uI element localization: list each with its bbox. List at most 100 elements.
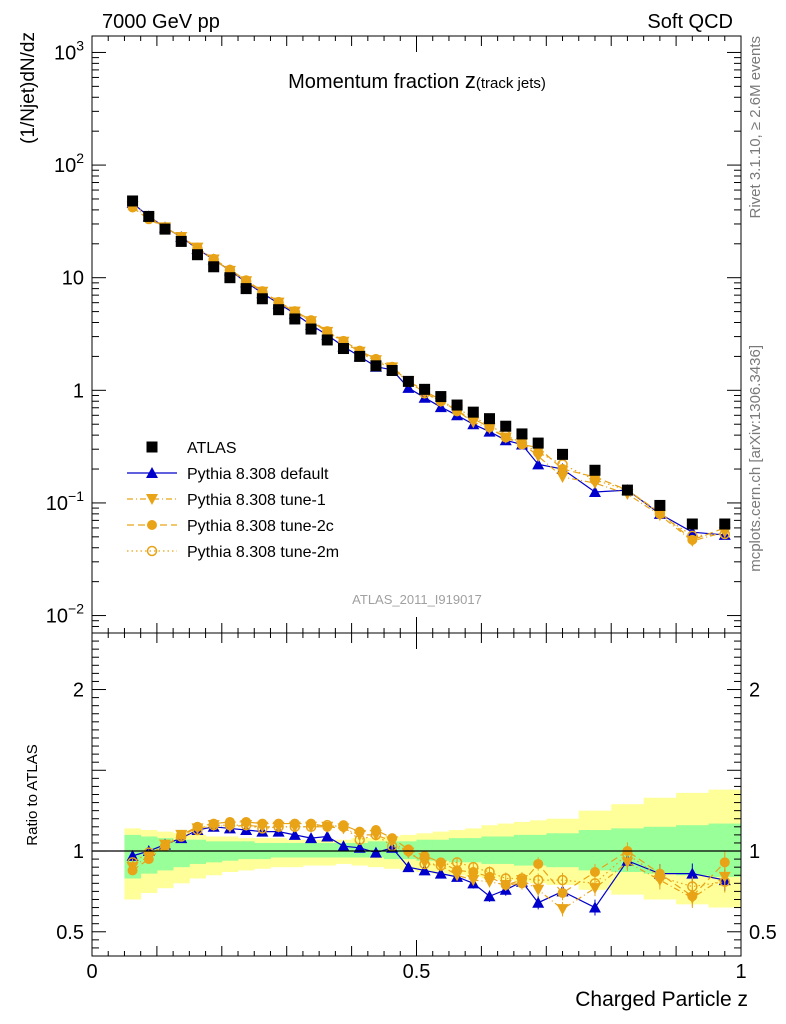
ratio-band-inner xyxy=(270,842,288,858)
ratio-point-pythia-8-308-tune-2m xyxy=(127,857,138,868)
legend-label-atlas: ATLAS xyxy=(187,440,237,457)
ratio-point-pythia-8-308-default xyxy=(353,841,366,853)
ratio-band-inner xyxy=(448,838,466,863)
ratio-point-pythia-8-308-tune-2m xyxy=(516,873,528,884)
ratio-point-pythia-8-308-tune-2m xyxy=(419,858,430,870)
y-tick-label: 10−1 xyxy=(46,488,84,515)
ratio-point-pythia-8-308-tune-2m xyxy=(654,871,666,883)
ratio-band-inner xyxy=(530,834,547,866)
ratio-y-axis-label: Ratio to ATLAS xyxy=(24,744,41,845)
ratio-point-pythia-8-308-tune-2m xyxy=(289,821,301,833)
ratio-point-pythia-8-308-default xyxy=(402,861,415,873)
legend-label-pythia-8-308-tune-2c: Pythia 8.308 tune-2c xyxy=(187,518,334,535)
point-atlas xyxy=(273,304,285,316)
ratio-point-pythia-8-308-tune-2m xyxy=(257,823,268,834)
ratio-point-pythia-8-308-tune-2c xyxy=(533,858,544,869)
y-tick-label: 10−2 xyxy=(46,601,84,628)
ratio-band-inner xyxy=(481,836,499,864)
point-atlas xyxy=(484,413,496,425)
ratio-point-pythia-8-308-tune-2m xyxy=(143,847,155,858)
legend-label-pythia-8-308-tune-2m: Pythia 8.308 tune-2m xyxy=(187,544,339,561)
ratio-point-pythia-8-308-tune-2c xyxy=(419,850,430,861)
ratio-band-inner xyxy=(432,839,450,861)
legend-marker-pythia-8-308-tune-1 xyxy=(146,494,158,505)
ratio-band-inner xyxy=(497,836,515,864)
ratio-point-pythia-8-308-tune-2m xyxy=(192,824,203,836)
ratio-point-pythia-8-308-tune-2c xyxy=(354,826,365,837)
mcplots-label: mcplots.cern.ch [arXiv:1306.3436] xyxy=(747,345,764,572)
ratio-band-inner xyxy=(465,838,482,863)
ratio-band-inner xyxy=(319,842,336,858)
ratio-point-pythia-8-308-tune-2m xyxy=(451,857,463,868)
point-atlas xyxy=(175,235,187,247)
ratio-band-inner xyxy=(513,834,531,866)
point-atlas xyxy=(516,428,528,440)
watermark: ATLAS_2011_I919017 xyxy=(352,592,482,607)
point-atlas xyxy=(500,420,512,432)
ratio-point-pythia-8-308-tune-2m xyxy=(338,821,349,833)
ratio-point-pythia-8-308-default xyxy=(686,867,699,879)
point-atlas xyxy=(143,210,155,222)
ratio-point-pythia-8-308-tune-2m xyxy=(175,831,187,842)
y-tick-label: 102 xyxy=(54,150,84,177)
ratio-band-inner xyxy=(578,830,612,871)
point-atlas xyxy=(419,383,431,395)
series-line-pythia-8-308-tune-2c xyxy=(132,207,725,541)
ratio-point-pythia-8-308-tune-2m xyxy=(273,821,284,833)
point-pythia-8-308-default xyxy=(532,458,545,470)
ratio-band-inner xyxy=(546,833,580,868)
point-atlas xyxy=(435,391,447,403)
ratio-point-pythia-8-308-tune-2c xyxy=(589,867,600,878)
point-pythia-8-308-tune-2c xyxy=(500,432,511,443)
ratio-point-pythia-8-308-default xyxy=(588,901,601,913)
y-tick-label: 1 xyxy=(73,380,84,402)
point-atlas xyxy=(370,360,382,372)
point-pythia-8-308-default xyxy=(588,486,601,498)
series-line-pythia-8-308-tune-2m xyxy=(132,203,725,537)
point-atlas xyxy=(354,350,366,362)
ratio-band-inner xyxy=(205,841,223,863)
ratio-band-inner xyxy=(238,841,255,860)
chart-title: Momentum fraction z(track jets) xyxy=(288,68,546,93)
point-pythia-8-308-tune-1 xyxy=(556,471,569,483)
x-tick-label: 1 xyxy=(735,961,746,983)
point-atlas xyxy=(256,293,268,305)
ratio-point-pythia-8-308-tune-1 xyxy=(532,884,545,896)
ratio-point-pythia-8-308-tune-2m xyxy=(557,874,568,886)
ratio-point-pythia-8-308-tune-2m xyxy=(240,819,252,831)
legend-marker-pythia-8-308-tune-2m xyxy=(146,545,158,557)
point-atlas xyxy=(127,195,139,207)
point-atlas xyxy=(557,448,569,460)
ratio-y-tick-label: 1 xyxy=(73,841,84,863)
point-atlas xyxy=(337,343,349,355)
point-atlas xyxy=(321,334,333,346)
point-atlas xyxy=(719,518,731,530)
header-right: Soft QCD xyxy=(647,11,733,33)
legend-label-pythia-8-308-default: Pythia 8.308 default xyxy=(187,466,329,483)
ratio-point-pythia-8-308-default xyxy=(337,840,350,852)
ratio-point-pythia-8-308-tune-2c xyxy=(719,857,730,868)
point-pythia-8-308-tune-2m xyxy=(687,530,698,542)
ratio-band-inner xyxy=(302,842,320,858)
ratio-point-pythia-8-308-tune-2m xyxy=(468,861,479,873)
chart-title-main: Momentum fraction xyxy=(288,71,465,93)
ratio-point-pythia-8-308-tune-2m xyxy=(370,829,382,841)
ratio-point-pythia-8-308-default xyxy=(418,864,431,876)
point-atlas xyxy=(467,406,479,418)
point-atlas xyxy=(305,323,317,335)
ratio-point-pythia-8-308-tune-1 xyxy=(467,875,480,887)
ratio-point-pythia-8-308-tune-2m xyxy=(500,873,511,884)
ratio-point-pythia-8-308-tune-2c xyxy=(557,888,568,899)
point-atlas xyxy=(589,464,601,476)
ratio-point-pythia-8-308-default xyxy=(321,830,334,842)
ratio-point-pythia-8-308-tune-2m xyxy=(305,821,317,833)
rivet-label: Rivet 3.1.10, ≥ 2.6M events xyxy=(747,36,764,219)
legend-marker-atlas xyxy=(146,441,158,453)
ratio-y-tick-label: 2 xyxy=(73,680,84,702)
point-atlas xyxy=(240,283,252,295)
ratio-point-pythia-8-308-default xyxy=(532,896,545,908)
ratio-band-inner xyxy=(173,839,190,868)
point-atlas xyxy=(621,484,633,496)
y-axis-label: (1/Njet)dN/dz xyxy=(18,32,39,144)
